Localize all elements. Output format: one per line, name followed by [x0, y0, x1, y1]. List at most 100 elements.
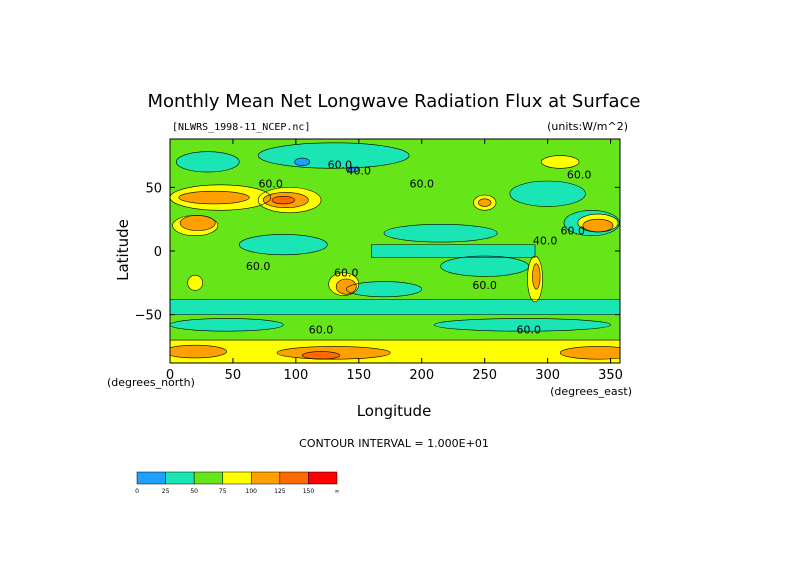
contour-line-32 [170, 344, 227, 359]
contour-region-19 [582, 219, 614, 232]
file-label: [NLWRS_1998-11_NCEP.nc] [172, 122, 310, 133]
contour-line-5 [345, 281, 423, 298]
colorbar-label-0: 0 [135, 488, 139, 495]
contour-line-2 [383, 223, 498, 243]
contour-line-23 [473, 194, 497, 211]
contour-line-29 [187, 274, 204, 291]
contour-line-25 [328, 272, 360, 296]
colorbar-label-1: 25 [162, 488, 170, 495]
contour-region-5 [346, 281, 422, 297]
contour-line-10 [170, 318, 284, 332]
y-tick-label-2: 50 [145, 181, 162, 196]
contour-line-8 [257, 142, 410, 169]
x-tick-label-5: 250 [472, 368, 497, 383]
contour-region-28 [532, 263, 541, 290]
contour-line-6 [563, 209, 620, 237]
x-tick-label-3: 150 [346, 368, 371, 383]
colorbar-label-7: ∞ [335, 488, 340, 495]
contour-interval-text: CONTOUR INTERVAL = 1.000E+01 [299, 437, 489, 450]
filled-contour-regions [170, 142, 620, 363]
contour-region-9 [176, 151, 240, 173]
contour-region-11 [434, 318, 611, 332]
contour-region-35 [302, 351, 340, 360]
x-axis-label: Longitude [357, 402, 432, 420]
colorbar-swatch-1 [165, 471, 195, 485]
colorbar-swatch-6 [308, 471, 338, 485]
contour-region-24 [478, 198, 491, 207]
contour-region-12 [294, 158, 310, 166]
contour-region-1 [371, 244, 536, 258]
x-axis-ticks: 0 50 100 150 200 250 300 350 [166, 139, 623, 383]
colorbar-label-3: 75 [219, 488, 227, 495]
contour-region-22 [271, 196, 295, 204]
x-axis-units: (degrees_east) [550, 385, 632, 398]
contour-region-17 [178, 191, 250, 204]
contour-region-31 [170, 340, 620, 363]
contour-line-30 [541, 155, 580, 169]
colorbar-swatch-3 [222, 471, 252, 485]
y-tick-label-0: −50 [135, 309, 162, 324]
x-tick-label-0: 0 [166, 368, 174, 383]
contour-label-1: 60.0 [328, 158, 353, 171]
plot-area: 60.0 60.0 60.0 60.0 60.0 60.0 60.0 60.0 60.0 60.0… [170, 139, 620, 363]
contour-line-16 [179, 215, 216, 231]
contour-region-0 [170, 299, 620, 315]
contour-region-34 [560, 346, 620, 360]
contour-line-7 [509, 180, 586, 207]
contour-region-4 [239, 234, 328, 255]
contour-lines [170, 142, 620, 363]
contour-line-9 [175, 151, 240, 173]
contour-region-2 [383, 224, 498, 243]
contour-line-33 [276, 346, 391, 360]
x-tick-label-7: 350 [598, 368, 623, 383]
contour-label-8: 60.0 [309, 324, 334, 337]
contour-line-12 [294, 157, 311, 167]
contour-line-0 [170, 299, 620, 315]
contour-label-3: 60.0 [561, 224, 586, 237]
y-axis-ticks: −50 0 50 [135, 181, 620, 324]
contour-line-17 [178, 190, 250, 205]
contour-line-31 [170, 339, 620, 363]
contour-label-10: 40.0 [533, 235, 558, 248]
chart-title: Monthly Mean Net Longwave Radiation Flux… [148, 91, 641, 112]
contour-label-9: 60.0 [516, 324, 541, 337]
contour-region-26 [336, 279, 357, 295]
contour-line-21 [262, 192, 309, 209]
contour-label-6: 60.0 [334, 266, 359, 279]
x-tick-label-2: 100 [283, 368, 308, 383]
contour-line-24 [478, 198, 492, 207]
contour-line-11 [434, 318, 611, 332]
contour-line-20 [257, 187, 322, 214]
contour-label-2: 60.0 [409, 177, 434, 190]
colorbar-swatch-4 [251, 471, 281, 485]
x-tick-label-6: 300 [535, 368, 560, 383]
contour-line-14 [170, 184, 271, 211]
y-axis-units: (degrees_north) [107, 376, 195, 389]
colorbar-swatch-5 [279, 471, 309, 485]
colorbar: 0 25 50 75 100 125 150 ∞ [135, 471, 340, 495]
contour-line-1 [371, 244, 536, 258]
x-tick-label-1: 50 [225, 368, 242, 383]
contour-line-19 [582, 218, 614, 233]
colorbar-label-6: 150 [303, 488, 315, 495]
contour-line-28 [532, 263, 541, 290]
contour-region-29 [187, 275, 203, 291]
contour-line-4 [238, 234, 328, 256]
contour-label-11: 40.0 [347, 165, 372, 178]
colorbar-label-5: 125 [274, 488, 286, 495]
contour-line-22 [271, 195, 295, 205]
contour-labels: 60.0 60.0 60.0 60.0 60.0 60.0 60.0 60.0 60.0 60.0… [246, 158, 591, 336]
y-tick-label-1: 0 [154, 245, 162, 260]
contour-line-27 [527, 255, 543, 303]
colorbar-swatch-2 [193, 471, 223, 485]
colorbar-label-4: 100 [246, 488, 258, 495]
contour-label-5: 60.0 [246, 260, 271, 273]
y-axis-label: Latitude [114, 219, 132, 281]
units-label: (units:W/m^2) [547, 120, 628, 133]
contour-region-32 [170, 345, 227, 358]
contour-line-35 [301, 351, 341, 360]
contour-label-7: 60.0 [472, 279, 497, 292]
contour-line-26 [335, 278, 357, 295]
